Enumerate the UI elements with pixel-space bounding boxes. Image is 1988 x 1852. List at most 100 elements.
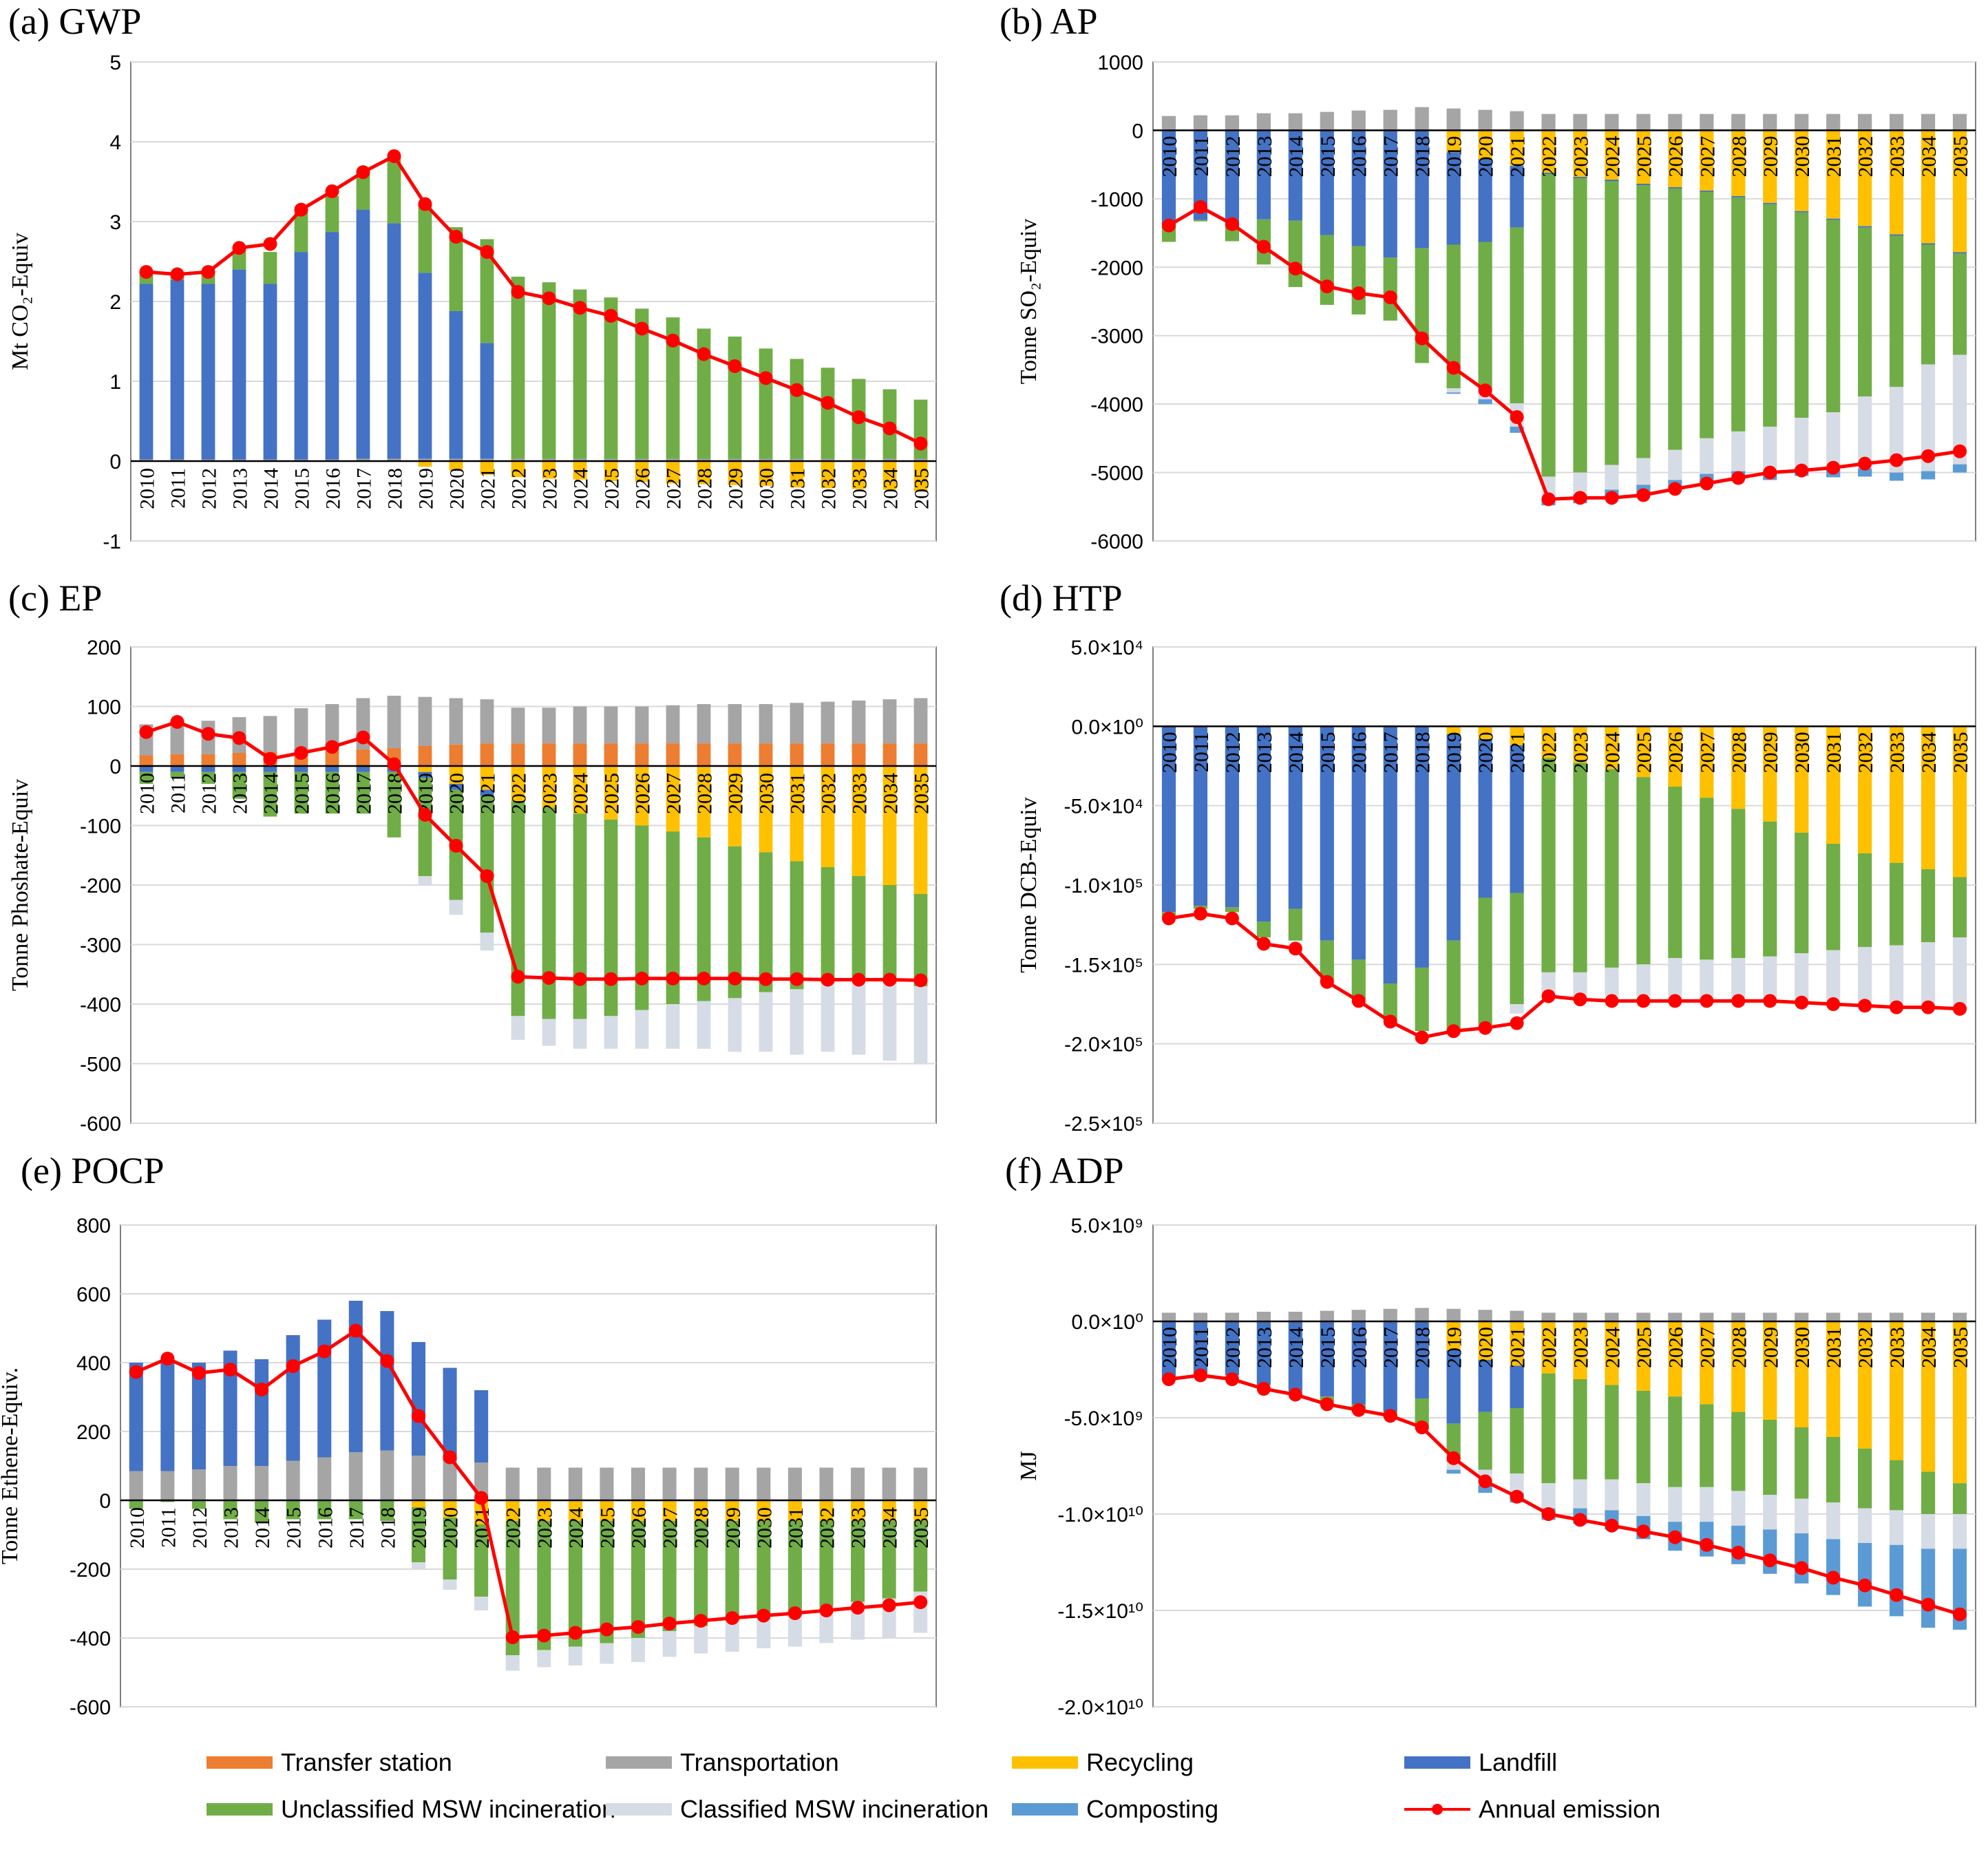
bar-d-2031-s5: [1826, 950, 1841, 1001]
bar-d-2022-s2: [1541, 726, 1556, 758]
legend-swatch-composting: [1012, 1803, 1078, 1816]
bar-f-2028-s4: [1731, 1412, 1746, 1491]
point-annual-emission-f-2033: [1890, 1588, 1904, 1602]
bar-f-2033-s4: [1889, 1460, 1904, 1511]
bar-c-2013-s3: [232, 766, 246, 772]
point-annual-emission-e-2014: [255, 1383, 269, 1396]
bar-e-2025-s1: [600, 1467, 614, 1500]
bar-a-2016-s4: [325, 195, 339, 233]
x-tick-label-e-2018: 2018: [377, 1507, 399, 1548]
bar-e-2029-s4: [725, 1521, 739, 1621]
y-tick-label-e-3: 0: [99, 1490, 111, 1513]
y-tick-label-b-1: -5000: [1090, 462, 1143, 485]
legend-label-transfer-station: Transfer station: [281, 1748, 452, 1776]
bar-d-2010-s3: [1161, 726, 1176, 913]
bar-c-2019-s0: [418, 745, 432, 766]
bar-a-2032-s1: [821, 458, 835, 461]
point-annual-emission-f-2016: [1351, 1403, 1366, 1417]
x-tick-label-b-2019: 2019: [1444, 136, 1466, 177]
x-tick-label-e-2026: 2026: [628, 1507, 651, 1548]
line-annual-emission-e: [135, 1328, 921, 1639]
bar-d-2035-s2: [1952, 726, 1967, 877]
point-annual-emission-d-2021: [1510, 1016, 1524, 1030]
bar-d-2028-s4: [1731, 809, 1746, 959]
bar-e-2027-s5: [662, 1631, 677, 1657]
point-annual-emission-c-2015: [294, 745, 308, 760]
bar-f-2035-s2: [1952, 1321, 1967, 1484]
point-annual-emission-b-2018: [1415, 331, 1429, 345]
bar-f-2032-s1: [1858, 1312, 1872, 1321]
bar-f-2031-s1: [1826, 1312, 1841, 1321]
bar-c-2016-s1: [325, 704, 339, 751]
bar-e-2019-s5: [411, 1562, 426, 1569]
bar-a-2012-s3: [201, 284, 215, 460]
point-annual-emission-f-2025: [1636, 1524, 1651, 1539]
x-tick-label-e-2019: 2019: [408, 1507, 431, 1548]
legend-item-unclassified-msw-incineration: Unclassified MSW incineration: [207, 1795, 615, 1824]
x-tick-label-a-2018: 2018: [384, 468, 407, 509]
bar-a-2018-s3: [387, 223, 401, 459]
bar-b-2023-s1: [1573, 114, 1587, 131]
bar-f-2032-s5: [1858, 1508, 1872, 1543]
bar-f-2010-s1: [1161, 1312, 1176, 1321]
point-annual-emission-d-2029: [1763, 994, 1777, 1008]
bar-c-2014-s3: [263, 766, 277, 772]
bar-a-2028-s1: [697, 458, 711, 461]
point-annual-emission-a-2029: [728, 359, 742, 373]
bar-c-2027-s2: [666, 766, 680, 832]
x-tick-label-d-2021: 2021: [1507, 732, 1530, 773]
bar-b-2019-s3: [1446, 152, 1461, 245]
bar-f-2015-s1: [1320, 1310, 1334, 1321]
y-tick-label-e-7: 800: [76, 1215, 111, 1237]
panel-title-d: (d) HTP: [1000, 577, 1123, 619]
bar-d-2020-s2: [1478, 726, 1492, 739]
bar-c-2015-s3: [294, 766, 308, 772]
point-annual-emission-a-2020: [449, 230, 463, 244]
panel-title-b: (b) AP: [1000, 1, 1098, 42]
x-tick-label-b-2010: 2010: [1159, 136, 1181, 177]
x-tick-label-f-2019: 2019: [1444, 1327, 1466, 1368]
bar-e-2023-s5: [537, 1650, 551, 1668]
bar-e-2028-s1: [694, 1467, 708, 1500]
x-tick-label-f-2018: 2018: [1412, 1327, 1435, 1368]
bar-d-2028-s2: [1731, 726, 1746, 809]
x-tick-label-d-2030: 2030: [1791, 732, 1814, 773]
bar-f-2023-s1: [1573, 1312, 1587, 1321]
point-annual-emission-c-2011: [170, 714, 184, 729]
bar-b-2017-s1: [1383, 109, 1397, 131]
bar-a-2034-s1: [882, 458, 897, 461]
bar-e-2032-s1: [819, 1467, 834, 1500]
x-tick-label-b-2014: 2014: [1285, 136, 1308, 177]
bar-a-2024-s4: [573, 289, 587, 459]
bar-c-2023-s2: [542, 766, 556, 808]
x-tick-label-d-2027: 2027: [1696, 732, 1719, 773]
x-tick-label-c-2029: 2029: [725, 773, 748, 814]
legend-label-recycling: Recycling: [1086, 1748, 1194, 1776]
x-tick-label-a-2023: 2023: [539, 468, 562, 509]
x-tick-label-f-2025: 2025: [1633, 1327, 1656, 1368]
point-annual-emission-e-2031: [787, 1606, 802, 1620]
y-tick-label-c-8: 200: [87, 637, 121, 659]
x-tick-label-c-2019: 2019: [415, 773, 438, 814]
x-tick-label-a-2019: 2019: [415, 468, 438, 509]
bar-c-2035-s5: [913, 986, 928, 1064]
bar-b-2020-s4: [1478, 242, 1492, 390]
x-tick-label-e-2030: 2030: [753, 1507, 776, 1548]
bar-f-2015-s3: [1320, 1321, 1334, 1397]
point-annual-emission-c-2032: [821, 972, 835, 987]
bar-c-2031-s1: [790, 703, 804, 744]
bar-a-2013-s3: [232, 269, 246, 460]
y-tick-label-e-1: -400: [70, 1628, 111, 1650]
x-tick-label-a-2033: 2033: [849, 468, 871, 509]
y-axis-title-c: Tonne Phoshate-Equiv: [8, 779, 33, 991]
bar-d-2034-s4: [1921, 869, 1936, 943]
x-tick-label-b-2011: 2011: [1190, 136, 1213, 176]
bar-e-2028-s5: [694, 1626, 708, 1654]
bar-f-2030-s1: [1795, 1312, 1809, 1321]
bar-d-2030-s4: [1795, 832, 1809, 954]
bar-c-2030-s5: [759, 992, 773, 1052]
bar-e-2031-s2: [787, 1500, 802, 1521]
point-annual-emission-e-2023: [537, 1628, 551, 1643]
bar-b-2022-s1: [1541, 114, 1556, 131]
x-tick-label-a-2020: 2020: [446, 468, 469, 509]
